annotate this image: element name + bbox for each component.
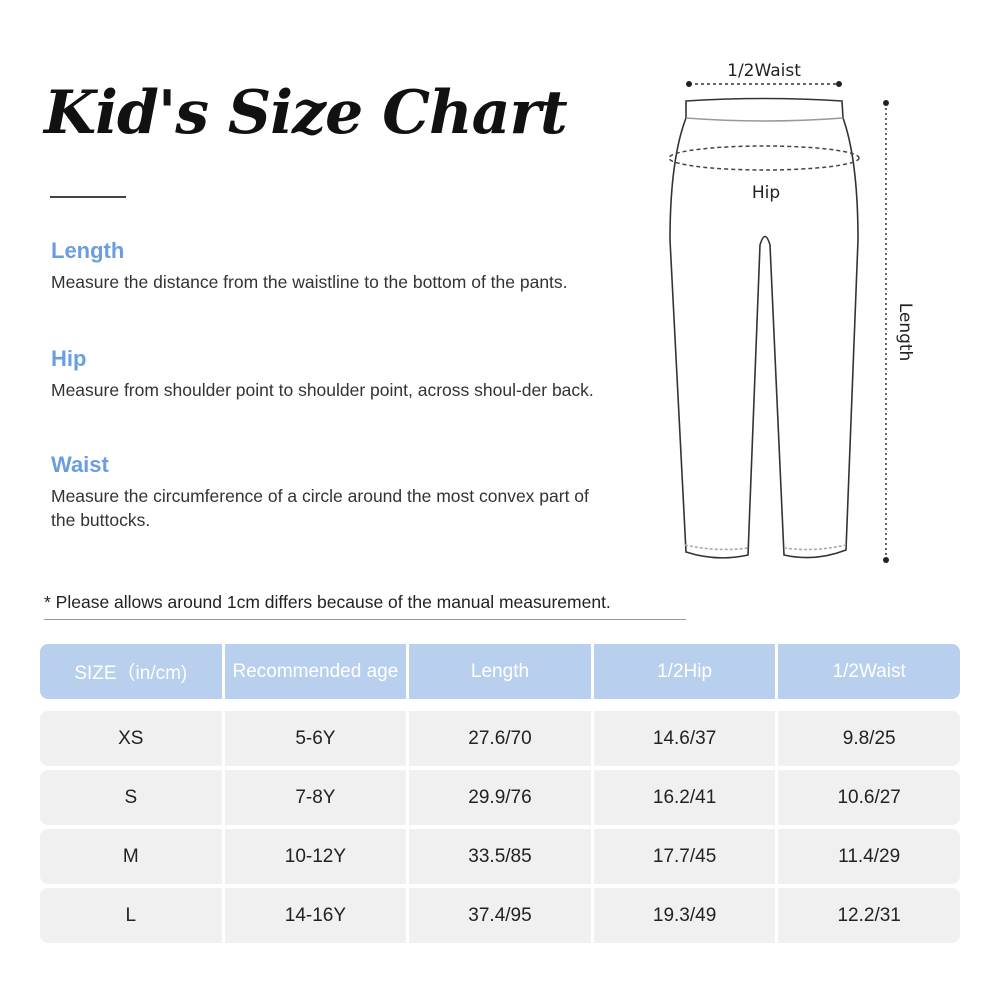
section-text: Measure from shoulder point to shoulder … — [51, 380, 594, 400]
length-label: Length — [895, 303, 915, 362]
table-cell: 27.6/70 — [409, 711, 594, 766]
section-hip: Hip Measure from shoulder point to shoul… — [51, 346, 611, 402]
header-cell: Recommended age — [225, 644, 410, 699]
table-cell: 16.2/41 — [594, 770, 779, 825]
table-cell: 17.7/45 — [594, 829, 779, 884]
measurement-note: * Please allows around 1cm differs becau… — [44, 592, 686, 620]
waist-label: 1/2Waist — [727, 61, 801, 81]
size-table: SIZE（in/cm) Recommended age Length 1/2Hi… — [40, 644, 960, 947]
section-heading: Waist — [51, 452, 109, 477]
table-cell: M — [40, 829, 225, 884]
table-cell: 10.6/27 — [837, 786, 901, 808]
table-cell: 33.5/85 — [409, 829, 594, 884]
table-cell: S — [40, 770, 225, 825]
table-row: M 10-12Y 33.5/85 17.7/45 11.4/29 — [40, 829, 960, 884]
header-cell: SIZE（in/cm) — [40, 644, 225, 699]
table-cell: 10-12Y — [225, 829, 410, 884]
table-cell: XS — [40, 711, 225, 766]
table-cell: L — [40, 888, 225, 943]
section-length: Length Measure the distance from the wai… — [51, 238, 611, 294]
table-row: L 14-16Y 37.4/95 19.3/49 12.2/31 — [40, 888, 960, 943]
hip-measure-line — [668, 145, 860, 171]
table-cell: 11.4/29 — [838, 845, 901, 867]
hip-label: Hip — [752, 183, 780, 203]
table-cell: 19.3/49 — [594, 888, 779, 943]
table-row: XS 5-6Y 27.6/70 14.6/37 9.8/25 — [40, 711, 960, 766]
table-cell: 29.9/76 — [409, 770, 594, 825]
section-text: Measure the distance from the waistline … — [51, 272, 568, 292]
table-cell: 5-6Y — [225, 711, 410, 766]
table-cell: 14.6/37 — [594, 711, 779, 766]
table-cell: 14-16Y — [225, 888, 410, 943]
section-heading: Hip — [51, 346, 87, 371]
table-cell: 7-8Y — [225, 770, 410, 825]
page-title: Kid's Size Chart — [44, 78, 568, 148]
title-divider — [50, 196, 126, 198]
section-waist: Waist Measure the circumference of a cir… — [51, 452, 611, 532]
pants-diagram: 1/2Waist Hip Length — [668, 61, 915, 563]
table-cell: 9.8/25 — [842, 727, 896, 749]
header-cell: Length — [409, 644, 594, 699]
table-header: SIZE（in/cm) Recommended age Length 1/2Hi… — [40, 644, 960, 699]
header-cell: 1/2Waist — [832, 660, 906, 682]
table-row: S 7-8Y 29.9/76 16.2/41 10.6/27 — [40, 770, 960, 825]
pants-outline — [669, 97, 859, 559]
table-cell: 12.2/31 — [837, 904, 901, 926]
section-heading: Length — [51, 238, 125, 263]
header-cell: 1/2Hip — [594, 644, 779, 699]
section-text: Measure the circumference of a circle ar… — [51, 486, 589, 530]
table-cell: 37.4/95 — [409, 888, 594, 943]
